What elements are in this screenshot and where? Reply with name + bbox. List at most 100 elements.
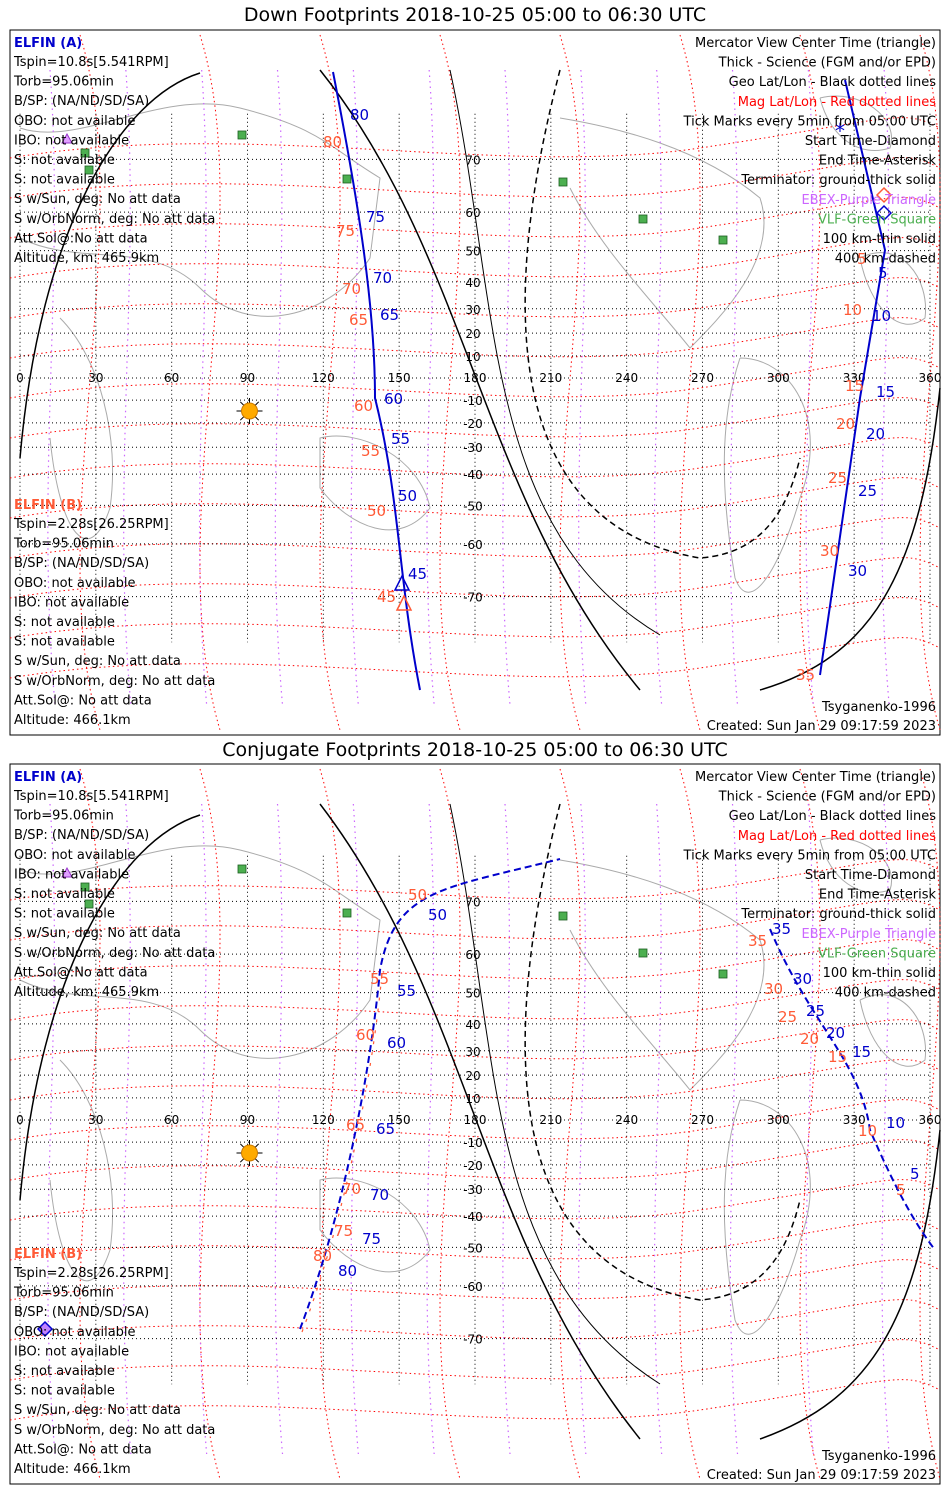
vlf-station-marker	[718, 969, 728, 979]
lon-label: 60	[164, 1113, 179, 1127]
lat-label: -60	[463, 538, 483, 552]
legend-line: Tick Marks every 5min from 05:00 UTC	[683, 848, 936, 863]
lon-label: 300	[767, 1113, 790, 1127]
terminator-ground	[319, 803, 641, 1440]
coastline	[819, 95, 892, 152]
mag-lat-line	[9, 437, 941, 479]
elfin-a-tick-label: 25	[806, 1002, 825, 1020]
mag-lon-line	[799, 768, 821, 1480]
elfin-b-info-line: Torb=95.06min	[13, 537, 114, 552]
mag-lon-line	[559, 34, 581, 731]
mag-lat-line	[9, 859, 941, 901]
elfin-a-tick-label: 10	[872, 307, 891, 325]
legend-line: End Time-Asterisk	[819, 888, 937, 903]
elfin-b-tick-label: 80	[313, 1247, 332, 1265]
mag-lat-line	[9, 1219, 941, 1261]
elfin-a-info-line: Att.Sol@:No att data	[14, 231, 148, 246]
vlf-station-marker	[237, 864, 247, 874]
mag-lat-line	[9, 637, 941, 679]
lon-label: 210	[539, 1113, 562, 1127]
elfin-a-tick-label: 55	[391, 430, 410, 448]
mag-lon-line	[439, 768, 461, 1480]
elfin-a-info-line: B/SP: (NA/ND/SD/SA)	[14, 828, 149, 843]
ebex-triangle-marker	[61, 132, 73, 144]
elfin-b-tick-label: 5	[896, 1181, 906, 1199]
lat-label: 20	[465, 1069, 480, 1083]
coastline	[19, 845, 381, 1059]
elfin-a-end-asterisk: *	[835, 119, 845, 143]
mag-lat-line	[9, 357, 941, 399]
elfin-a-tick-label: 60	[384, 390, 403, 408]
elfin-a-info-line: Tspin=10.8s[5.541RPM]	[13, 55, 169, 70]
elfin-b-tick-label: 50	[408, 886, 427, 904]
elfin-b-info-line: Torb=95.06min	[13, 1286, 114, 1301]
mag-lat-line	[9, 517, 941, 559]
elfin-b-info-line: OBO: not available	[14, 576, 136, 591]
elfin-a-title: ELFIN (A)	[14, 770, 82, 785]
elfin-a-start-diamond	[36, 1320, 54, 1338]
elfin-a-tick-label: 80	[350, 106, 369, 124]
mag-lat-line	[9, 157, 941, 199]
elfin-a-info-line: OBO: not available	[14, 848, 136, 863]
lat-label: -10	[463, 1136, 483, 1150]
elfin-a-tick-label: 5	[910, 1165, 920, 1183]
mag-lat-line	[9, 117, 941, 159]
mag-lat-line	[9, 1179, 941, 1221]
elfin-a-info-line: OBO: not available	[14, 114, 136, 129]
sun-ray	[254, 401, 260, 406]
elfin-b-tick-label: 10	[858, 1122, 877, 1140]
elfin-b-info-line: B/SP: (NA/ND/SD/SA)	[14, 556, 149, 571]
panel-title-conjugate: Conjugate Footprints 2018-10-25 05:00 to…	[222, 739, 728, 761]
coastline	[319, 1177, 431, 1273]
lat-label: -60	[463, 1280, 483, 1294]
lon-label: 270	[691, 1113, 714, 1127]
sun-ray	[254, 416, 260, 421]
mag-lat-line	[9, 979, 941, 1021]
lon-label: 30	[88, 371, 103, 385]
lon-label: 120	[312, 371, 335, 385]
elfin-a-tick-label: 70	[373, 269, 392, 287]
sun-ray	[239, 401, 245, 406]
mag-lon-line	[319, 34, 341, 731]
lon-label: 0	[16, 1113, 24, 1127]
mag-lat-line	[9, 237, 941, 279]
sun-disc	[241, 402, 258, 420]
legend-line: Mercator View Center Time (triangle)	[695, 36, 936, 51]
mag-lat-line	[9, 1379, 941, 1421]
terminator-ground-left	[19, 814, 201, 1201]
mag-lon-line	[559, 768, 581, 1480]
mag-lon-line	[919, 34, 941, 731]
elfin-a-info-line: S: not available	[14, 887, 115, 902]
elfin-b-tick-label: 30	[820, 542, 839, 560]
elfin-a-tick-label: 55	[397, 982, 416, 1000]
vlf-station-marker	[342, 908, 352, 918]
elfin-a-info-line: IBO: not available	[14, 133, 129, 148]
vlf-station-marker	[80, 148, 90, 158]
elfin-b-info-line: S: not available	[14, 1384, 115, 1399]
lat-label: 40	[465, 276, 480, 290]
mag-lon-line	[199, 34, 221, 731]
coastline	[723, 357, 811, 593]
mag-lat-line	[9, 477, 941, 519]
elfin-a-tick-label: 25	[858, 482, 877, 500]
ebex-triangle-marker	[61, 866, 73, 878]
mag-lat-line	[9, 597, 941, 639]
lon-label: 0	[16, 371, 24, 385]
legend-line: Start Time-Diamond	[805, 868, 936, 883]
model-label: Tsyganenko-1996	[821, 1449, 936, 1464]
elfin-b-tick-label: 65	[346, 1116, 365, 1134]
elfin-b-info-line: S: not available	[14, 635, 115, 650]
elfin-b-tick-label: 60	[356, 1026, 375, 1044]
coastline	[859, 252, 927, 325]
elfin-b-tick-label: 55	[361, 442, 380, 460]
elfin-a-info-line: S: not available	[14, 907, 115, 922]
map-panel-0: 0 30 60 90 120 150 180 210 240 270 300 330 360 70 60 50…	[9, 29, 941, 736]
mag-lon-line	[79, 768, 101, 1480]
lat-label: 70	[465, 895, 480, 909]
elfin-b-title: ELFIN (B)	[14, 498, 82, 513]
elfin-b-info-line: Tspin=2.28s[26.25RPM]	[13, 1266, 169, 1281]
mag-lat-line	[9, 1019, 941, 1061]
elfin-a-info-line: Torb=95.06min	[13, 809, 114, 824]
coastline	[19, 103, 381, 317]
elfin-b-tick-label: 10	[843, 301, 862, 319]
